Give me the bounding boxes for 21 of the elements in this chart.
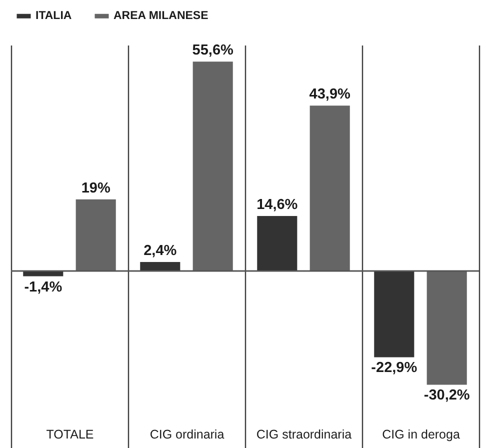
bar [374, 270, 414, 358]
bar [76, 199, 116, 271]
x-tick-label: CIG straordinaria [256, 428, 352, 442]
data-label: 2,4% [144, 242, 177, 259]
x-tick-label: CIG in deroga [382, 428, 460, 442]
x-tick-label: TOTALE [46, 428, 94, 442]
bar [23, 270, 64, 276]
data-label: 55,6% [192, 42, 234, 59]
bar [257, 216, 298, 271]
data-label: 43,9% [309, 86, 351, 103]
bar [310, 106, 350, 271]
legend-label: ITALIA [36, 10, 72, 22]
data-label: -30,2% [424, 388, 470, 404]
data-label: 14,6% [256, 196, 298, 213]
bar [426, 270, 467, 385]
bar [192, 62, 233, 271]
x-tick-label: CIG ordinaria [150, 428, 224, 442]
data-label: -22,9% [371, 360, 418, 376]
data-label: 19% [81, 180, 110, 196]
legend-label: AREA MILANESE [114, 10, 209, 22]
data-label: -1,4% [24, 279, 62, 296]
